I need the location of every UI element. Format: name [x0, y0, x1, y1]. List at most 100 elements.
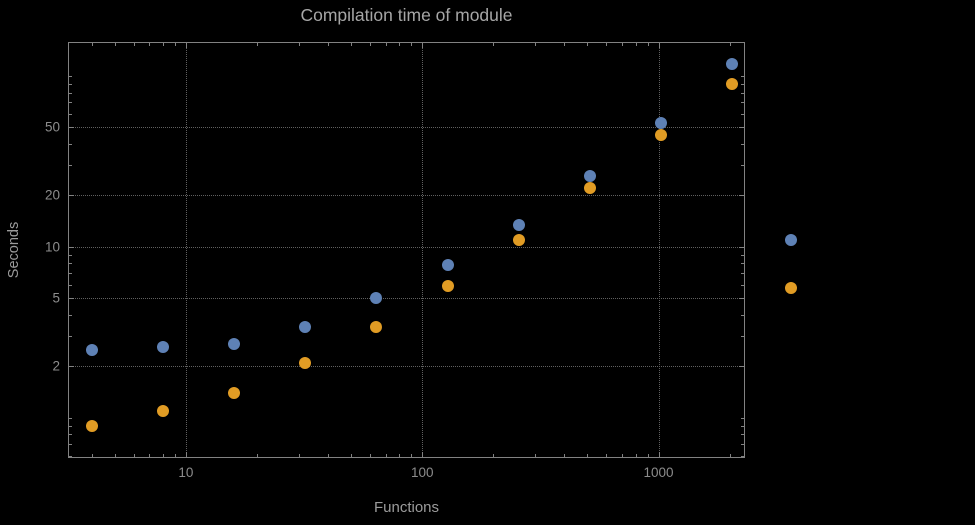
y-tick-mark	[69, 263, 72, 265]
x-tick-mark	[587, 454, 589, 457]
y-tick-mark	[741, 113, 744, 115]
y-tick-mark	[69, 195, 74, 197]
x-tick-mark	[621, 454, 623, 457]
y-gridline	[69, 366, 744, 368]
data-point-series-1-blue	[583, 169, 596, 182]
y-tick-mark	[69, 165, 72, 167]
y-tick-mark	[741, 165, 744, 167]
x-gridline	[658, 43, 660, 457]
x-tick-mark	[298, 454, 300, 457]
data-point-series-1-blue	[654, 117, 667, 130]
y-gridline	[69, 246, 744, 248]
y-tick-mark	[69, 254, 72, 256]
x-tick-mark	[658, 452, 660, 457]
data-point-series-1-blue	[370, 292, 383, 305]
x-tick-mark	[369, 43, 371, 46]
x-tick-mark	[411, 454, 413, 457]
y-tick-mark	[69, 417, 72, 419]
x-axis-label: Functions	[373, 499, 440, 516]
data-point-series-1-blue	[726, 58, 739, 71]
x-tick-mark	[564, 43, 566, 46]
x-tick-label: 1000	[643, 465, 674, 480]
x-tick-mark	[114, 43, 116, 46]
y-tick-mark	[69, 425, 72, 427]
y-tick-mark	[739, 246, 744, 248]
y-tick-mark	[69, 113, 72, 115]
x-tick-mark	[351, 43, 353, 46]
y-tick-label: 50	[44, 119, 60, 135]
data-point-series-2-orange	[583, 182, 596, 195]
series-1-marker	[785, 234, 797, 246]
y-tick-mark	[741, 76, 744, 77]
x-tick-mark	[411, 43, 413, 46]
x-tick-mark	[369, 454, 371, 457]
y-tick-mark	[741, 425, 744, 427]
x-tick-mark	[257, 43, 259, 46]
x-tick-mark	[114, 454, 116, 457]
x-tick-mark	[534, 43, 536, 46]
y-gridline	[69, 127, 744, 129]
x-gridline	[422, 43, 424, 457]
data-point-series-2-orange	[370, 320, 383, 333]
data-point-series-1-blue	[85, 343, 98, 356]
y-tick-mark	[69, 83, 72, 85]
x-tick-mark	[175, 454, 177, 457]
x-tick-mark	[91, 454, 93, 457]
y-tick-mark	[741, 83, 744, 85]
x-tick-mark	[328, 454, 330, 457]
x-tick-label: 10	[178, 465, 194, 480]
chart-title: Compilation time of module	[300, 5, 513, 25]
x-tick-mark	[175, 43, 177, 46]
y-tick-mark	[739, 298, 744, 300]
data-point-series-2-orange	[512, 233, 525, 246]
x-tick-mark	[163, 454, 165, 457]
x-tick-label: 100	[410, 465, 434, 480]
y-tick-mark	[741, 444, 744, 446]
y-tick-mark	[69, 298, 74, 300]
y-tick-mark	[741, 434, 744, 436]
series-2-marker	[785, 282, 797, 294]
x-tick-mark	[185, 43, 187, 48]
y-tick-mark	[741, 284, 744, 286]
y-tick-mark	[69, 76, 72, 77]
data-point-series-2-orange	[441, 280, 454, 293]
data-point-series-2-orange	[157, 404, 170, 417]
x-tick-mark	[635, 43, 637, 46]
x-tick-mark	[422, 452, 424, 457]
x-tick-mark	[133, 43, 135, 46]
x-tick-mark	[149, 43, 151, 46]
x-tick-mark	[493, 43, 495, 46]
x-tick-mark	[399, 454, 401, 457]
y-tick-mark	[69, 336, 72, 338]
y-tick-mark	[741, 144, 744, 146]
x-tick-mark	[658, 43, 660, 48]
data-point-series-1-blue	[228, 338, 241, 351]
y-tick-mark	[741, 336, 744, 338]
data-point-series-1-blue	[157, 340, 170, 353]
y-tick-mark	[741, 92, 744, 94]
x-tick-mark	[647, 454, 649, 457]
x-tick-mark	[564, 454, 566, 457]
y-tick-mark	[739, 195, 744, 197]
y-tick-label: 2	[52, 358, 60, 374]
y-tick-mark	[741, 102, 744, 104]
data-point-series-2-orange	[299, 356, 312, 369]
data-point-series-2-orange	[726, 77, 739, 90]
x-tick-mark	[257, 454, 259, 457]
x-tick-mark	[298, 43, 300, 46]
legend	[785, 234, 797, 294]
y-tick-label: 10	[44, 239, 60, 255]
x-tick-mark	[351, 454, 353, 457]
y-tick-mark	[741, 455, 744, 457]
data-point-series-2-orange	[228, 386, 241, 399]
x-tick-mark	[185, 452, 187, 457]
x-tick-mark	[422, 43, 424, 48]
x-tick-mark	[133, 454, 135, 457]
y-tick-mark	[69, 444, 72, 446]
y-tick-mark	[741, 263, 744, 265]
x-tick-mark	[729, 454, 731, 457]
y-tick-mark	[739, 127, 744, 129]
y-tick-label: 20	[44, 187, 60, 203]
x-tick-mark	[493, 454, 495, 457]
